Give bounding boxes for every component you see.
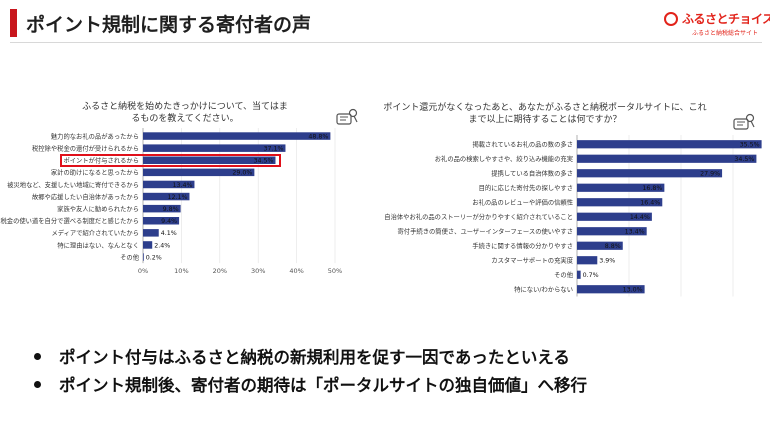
bar: [577, 140, 762, 149]
bar: [143, 204, 181, 213]
logo-mark-icon: [664, 12, 678, 26]
category-label: 故郷や応援したい自治体があったから: [32, 192, 139, 201]
data-label: 16.4%: [640, 200, 660, 207]
category-label: その他: [120, 252, 140, 261]
category-label: 税金の使い道を自分で選べる制度だと感じたから: [0, 216, 139, 225]
data-label: 35.5%: [740, 142, 760, 149]
bar: [577, 270, 581, 279]
category-label: 被災地など、支援したい地域に寄付できるから: [7, 180, 139, 189]
data-label: 14.4%: [630, 214, 650, 221]
bar: [143, 144, 286, 152]
category-label: その他: [554, 270, 574, 279]
left-question: ふるさと納税を始めたきっかけについて、当てはまるものを教えてください。: [82, 102, 288, 124]
x-tick-label: 50%: [328, 267, 342, 275]
x-tick-label: 40%: [289, 267, 303, 275]
data-label: 2.4%: [154, 242, 170, 249]
data-label: 4.1%: [161, 230, 177, 237]
data-label: 12.1%: [167, 194, 187, 201]
page-title: ポイント規制に関する寄付者の声: [26, 14, 312, 36]
bar: [577, 227, 647, 236]
highlight-box: [60, 153, 281, 167]
bar: [143, 192, 190, 201]
bullet-dot-icon: [34, 352, 41, 360]
bar: [577, 154, 757, 163]
summary-bullets: ポイント付与はふるさと納税の新規利用を促す一因であったといえる ポイント規制後、…: [34, 342, 587, 398]
data-label: 3.9%: [599, 258, 615, 265]
category-label: 提携している自治体数の多さ: [491, 169, 573, 178]
bar: [143, 132, 331, 140]
data-label: 34.5%: [253, 158, 273, 165]
bar: [577, 169, 723, 178]
bar: [577, 212, 652, 221]
bullet-text: ポイント付与はふるさと納税の新規利用を促す一因であったといえる: [59, 348, 570, 367]
category-label: 特に理由はない、なんとなく: [57, 240, 139, 249]
bar: [143, 180, 195, 189]
data-label: 16.8%: [642, 185, 662, 192]
x-tick-label: 10%: [174, 267, 188, 275]
category-label: お礼の品のレビューや評価の信頼性: [472, 198, 573, 207]
summary-bullet: ポイント規制後、寄付者の期待は「ポータルサイトの独自価値」へ移行: [34, 370, 587, 398]
bar: [143, 156, 276, 164]
category-label: 掲載されているお礼の品の数の多さ: [472, 140, 573, 149]
bar: [143, 229, 159, 237]
bullet-text: ポイント規制後、寄付者の期待は「ポータルサイトの独自価値」へ移行: [59, 376, 587, 395]
category-label: 魅力的なお礼の品があったから: [51, 131, 139, 140]
bar: [577, 285, 645, 294]
header-divider: [10, 42, 762, 43]
data-label: 37.1%: [263, 145, 283, 152]
x-tick-label: 20%: [213, 267, 227, 275]
right-question: ポイント還元がなくなったあと、あなたがふるさと納税ポータルサイトに、これまで以上…: [383, 103, 707, 125]
bullet-dot-icon: [34, 380, 41, 388]
x-tick-label: 30%: [251, 267, 265, 275]
data-label: 9.8%: [163, 206, 179, 213]
data-label: 13.4%: [172, 182, 192, 189]
logo-tagline: ふるさと納税総合サイト: [692, 30, 759, 37]
data-label: 13.4%: [625, 229, 645, 236]
category-label: 家計の助けになると思ったから: [51, 168, 139, 177]
bar: [143, 241, 153, 249]
bar: [577, 183, 665, 192]
category-label: 特にない/わからない: [514, 285, 573, 294]
bar: [143, 168, 255, 177]
bar: [143, 217, 180, 225]
bar: [577, 256, 598, 265]
category-label: 寄付手続きの簡便さ、ユーザーインターフェースの使いやすさ: [398, 227, 574, 236]
furusato-choice-logo: ふるさとチョイス ふるさと納税総合サイト: [664, 9, 770, 39]
category-label: メディアで紹介されていたから: [51, 228, 139, 237]
data-label: 13.0%: [623, 287, 643, 294]
category-label: 税控除や税金の還付が受けられるから: [32, 143, 139, 152]
category-label: 自治体やお礼の品のストーリーが分かりやすく紹介されていること: [384, 212, 573, 221]
data-label: 27.9%: [700, 171, 720, 178]
left-bar-chart: 0% 10% 20% 30% 40% 50% 魅力的なお礼の品があったから 48.8% 税控除や…: [0, 128, 342, 275]
category-label: ポイントが付与されるから: [63, 156, 139, 165]
survey-illustration-icon: [336, 108, 358, 125]
data-label: 48.8%: [308, 133, 328, 140]
logo-name: ふるさとチョイス: [682, 12, 770, 26]
right-bar-chart: 0%10%20%30%掲載されているお礼の品の数の多さ35.5%お礼の品の検索し…: [384, 135, 762, 297]
header-accent-bar: [10, 9, 17, 37]
survey-illustration-icon: [733, 113, 755, 130]
bar: [577, 198, 663, 207]
data-label: 0.7%: [583, 272, 599, 279]
bar: [143, 253, 144, 261]
slide-header: ポイント規制に関する寄付者の声: [0, 0, 770, 43]
category-label: 手続きに関する情報の分かりやすさ: [472, 241, 573, 250]
category-label: 目的に応じた寄付先の探しやすさ: [479, 183, 573, 192]
category-label: お礼の品の検索しやすさや、絞り込み機能の充実: [435, 154, 574, 163]
data-label: 8.8%: [605, 243, 621, 250]
data-label: 34.5%: [734, 156, 754, 163]
category-label: 家族や友人に勧められたから: [57, 204, 139, 213]
bar: [577, 241, 623, 250]
x-tick-label: 0%: [138, 267, 148, 275]
summary-bullet: ポイント付与はふるさと納税の新規利用を促す一因であったといえる: [34, 342, 587, 370]
data-label: 9.4%: [161, 218, 177, 225]
category-label: カスタマーサポートの充実度: [491, 256, 573, 265]
data-label: 29.0%: [232, 170, 252, 177]
data-label: 0.2%: [146, 254, 162, 261]
